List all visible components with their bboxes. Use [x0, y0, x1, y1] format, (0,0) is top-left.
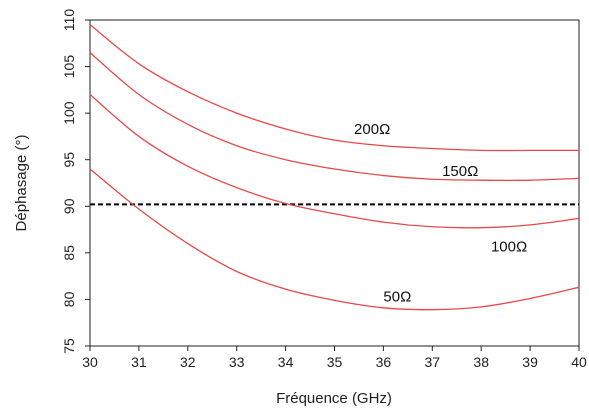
- x-tick-label: 40: [571, 354, 587, 370]
- y-tick-label: 80: [61, 291, 77, 307]
- x-tick-label: 35: [327, 354, 343, 370]
- series-line-150ohm: [89, 52, 580, 182]
- plot-frame: [89, 19, 580, 347]
- x-tick-label: 34: [278, 354, 294, 370]
- y-tick-label: 105: [61, 55, 77, 79]
- y-tick-label: 95: [61, 152, 77, 168]
- x-tick-label: 37: [425, 354, 441, 370]
- series-label: 100Ω: [491, 238, 527, 255]
- x-tick-label: 30: [82, 354, 98, 370]
- x-tick-label: 31: [131, 354, 147, 370]
- series-label: 150Ω: [442, 163, 478, 180]
- series-label: 50Ω: [383, 289, 411, 306]
- series-line-200ohm: [89, 24, 579, 152]
- x-axis: 30 31 32 33 34 35 36 37 38 39 40: [82, 346, 587, 370]
- x-tick-label: 32: [180, 354, 196, 370]
- x-tick-label: 33: [229, 354, 245, 370]
- y-tick-label: 100: [61, 101, 77, 125]
- y-tick-label: 90: [61, 198, 77, 214]
- x-axis-label: Fréquence (GHz): [276, 390, 392, 407]
- y-tick-label: 75: [61, 338, 77, 354]
- series-labels: 200Ω 150Ω 100Ω 50Ω: [354, 121, 527, 306]
- y-axis-label: Déphasage (°): [13, 135, 30, 232]
- series-line-50ohm: [89, 168, 580, 311]
- series-layer: [89, 24, 580, 311]
- x-tick-label: 36: [376, 354, 392, 370]
- y-tick-label: 110: [61, 9, 77, 32]
- x-tick-label: 38: [473, 354, 489, 370]
- series-line-100ohm: [89, 94, 580, 229]
- y-tick-label: 85: [61, 245, 77, 261]
- x-tick-label: 39: [522, 354, 538, 370]
- series-label: 200Ω: [354, 121, 390, 138]
- y-axis: 75 80 85 90 95 100 105 110: [61, 9, 90, 354]
